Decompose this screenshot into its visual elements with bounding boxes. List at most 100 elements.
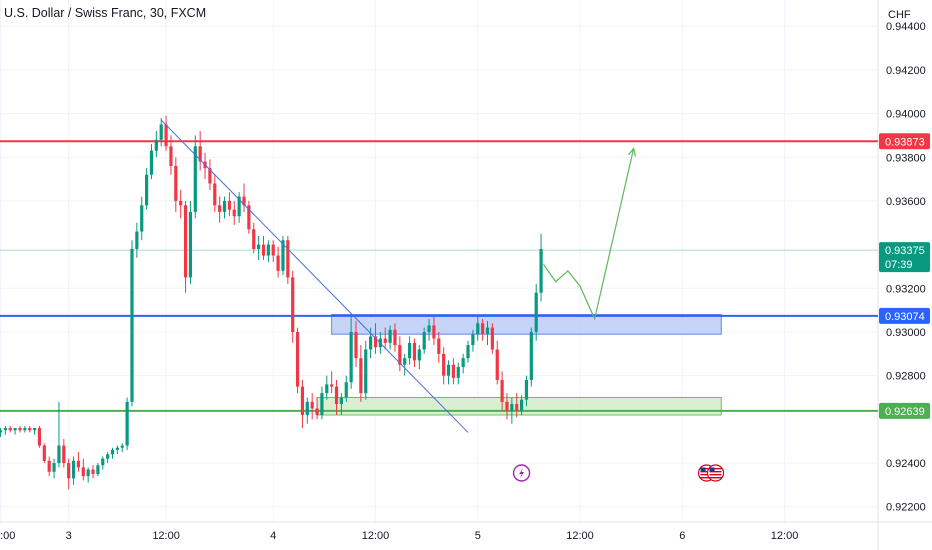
candle-body — [359, 358, 363, 394]
candle-body — [476, 323, 480, 335]
candle-body — [232, 209, 236, 217]
candle-body — [47, 460, 51, 472]
candle — [446, 360, 451, 385]
price-axis[interactable]: 0.94400 0.94200 0.94000 0.93800 0.93600 0.932… — [886, 21, 926, 514]
candle — [281, 235, 285, 276]
candle — [169, 135, 173, 175]
candle — [334, 380, 339, 415]
candle-body — [130, 248, 134, 402]
candle-body — [500, 380, 504, 402]
flag-canton — [709, 467, 715, 472]
candle — [218, 196, 222, 223]
candle — [515, 393, 519, 418]
candle — [295, 327, 300, 394]
support-upper-tag-bg — [879, 307, 930, 324]
candle-body — [481, 323, 485, 335]
candle — [461, 353, 465, 374]
time-axis[interactable]: 5:00 3 12:00 4 12:00 5 12:00 6 12:00 — [0, 530, 798, 542]
candle-body — [62, 445, 66, 464]
candles — [0, 115, 543, 490]
candle-body — [13, 428, 17, 431]
candle — [359, 345, 363, 402]
candle-body — [383, 338, 387, 343]
candle — [354, 321, 358, 367]
price-tick-label: 0.92400 — [886, 458, 926, 470]
candle — [490, 323, 494, 354]
candle-body — [432, 325, 436, 339]
candle-body — [393, 329, 397, 346]
flag-stripe — [709, 468, 722, 470]
candle — [437, 331, 441, 363]
candle-body — [437, 338, 441, 354]
candle — [91, 465, 95, 479]
price-tick-label: 0.93000 — [886, 327, 926, 339]
candle — [349, 314, 353, 389]
candle-body — [23, 428, 27, 431]
candle-body — [369, 336, 373, 350]
candle — [271, 240, 275, 263]
candle — [164, 115, 168, 151]
candle — [422, 327, 426, 354]
candle-body — [18, 428, 22, 431]
candle — [232, 200, 236, 225]
candle — [339, 393, 343, 415]
candle — [130, 240, 134, 407]
candle — [310, 393, 314, 420]
time-tick-label: 5 — [475, 530, 481, 542]
candle — [106, 452, 110, 464]
candle — [476, 316, 480, 341]
candle — [320, 386, 324, 420]
candle-body — [510, 404, 514, 411]
candle-body — [183, 205, 188, 278]
candle-body — [125, 401, 129, 446]
us-flag-icon[interactable] — [697, 464, 725, 482]
candle — [3, 425, 7, 435]
candle-body — [140, 205, 144, 232]
candle — [159, 117, 163, 147]
candle — [198, 131, 202, 171]
candle — [247, 200, 251, 234]
candle-body — [427, 325, 431, 332]
candle-body — [281, 240, 285, 271]
candle — [32, 428, 37, 435]
candle-body — [300, 386, 305, 415]
candle-body — [330, 384, 334, 387]
candle — [125, 397, 129, 450]
candle-body — [334, 386, 339, 405]
candle — [208, 159, 212, 191]
candle — [330, 371, 334, 394]
drawings — [160, 119, 636, 433]
candle-body — [461, 358, 465, 367]
candle — [393, 323, 397, 352]
candle — [524, 375, 529, 407]
candle-body — [159, 124, 163, 140]
price-tick-label: 0.94000 — [886, 109, 926, 121]
last-price-tag-value: 0.93375 — [885, 245, 925, 257]
candle — [300, 380, 305, 429]
candle-body — [0, 430, 3, 433]
candle-body — [115, 447, 119, 450]
candle-body — [252, 229, 256, 249]
candle — [193, 135, 197, 219]
candle-body — [407, 342, 412, 359]
lightning-icon[interactable] — [512, 464, 531, 482]
candle-body — [442, 353, 446, 376]
candle — [257, 235, 261, 260]
resistance-tag: 0.93873 — [879, 133, 930, 150]
candle — [86, 467, 90, 483]
candle — [505, 393, 509, 420]
candle — [442, 347, 446, 385]
candle-body — [188, 211, 193, 278]
candle-body — [149, 150, 154, 175]
candle — [325, 375, 329, 400]
candle-body — [247, 205, 251, 230]
candle — [519, 395, 524, 415]
candle-body — [257, 244, 261, 249]
time-tick-label: 12:00 — [362, 530, 390, 542]
candle-body — [169, 146, 173, 166]
price-tick-label: 0.93600 — [886, 196, 926, 208]
candle — [154, 131, 158, 158]
